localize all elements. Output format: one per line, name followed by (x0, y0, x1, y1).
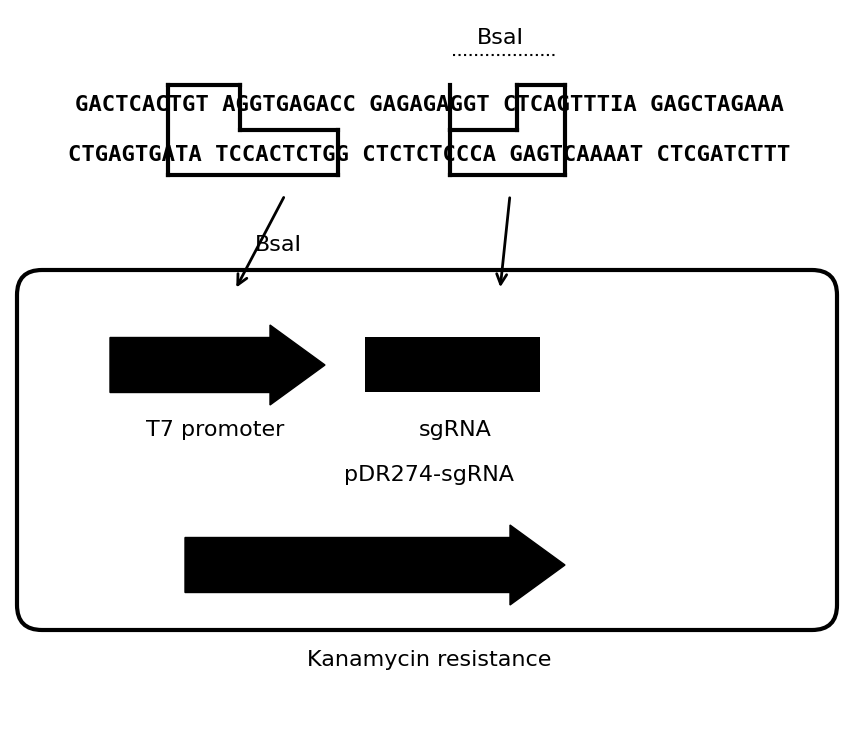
FancyArrow shape (110, 325, 325, 405)
Bar (365, 337, 540, 392)
Text: pDR274-sgRNA: pDR274-sgRNA (344, 465, 514, 485)
Text: BsaI: BsaI (476, 28, 523, 48)
Text: BsaI: BsaI (255, 235, 302, 255)
Text: Kanamycin resistance: Kanamycin resistance (307, 650, 551, 670)
Text: GACTCACTGT AGGTGAGACC GAGAGAGGT CTCAGTTTIA GAGCTAGAAA: GACTCACTGT AGGTGAGACC GAGAGAGGT CTCAGTTT… (75, 95, 783, 115)
Text: CTGAGTGATA TCCACTCTGG CTCTCTCCCA GAGTCAAAAT CTCGATCTTT: CTGAGTGATA TCCACTCTGG CTCTCTCCCA GAGTCAA… (68, 145, 790, 165)
FancyArrow shape (185, 525, 565, 605)
FancyBboxPatch shape (17, 270, 837, 630)
Text: T7 promoter: T7 promoter (146, 420, 284, 440)
Text: sgRNA: sgRNA (419, 420, 492, 440)
